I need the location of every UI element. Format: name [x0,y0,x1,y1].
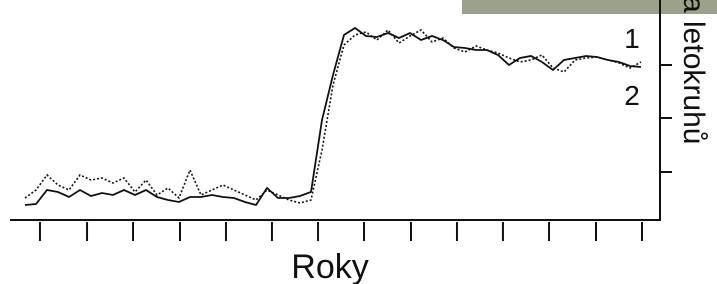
series-label: 1 [624,23,640,54]
series-line [25,30,641,203]
series-line [25,28,641,205]
x-axis-label: Roky [291,248,368,284]
chart: Roky a letokruhů 1 2 [0,0,717,284]
series-label: 2 [624,80,640,111]
y-axis-label: a letokruhů [677,0,710,144]
